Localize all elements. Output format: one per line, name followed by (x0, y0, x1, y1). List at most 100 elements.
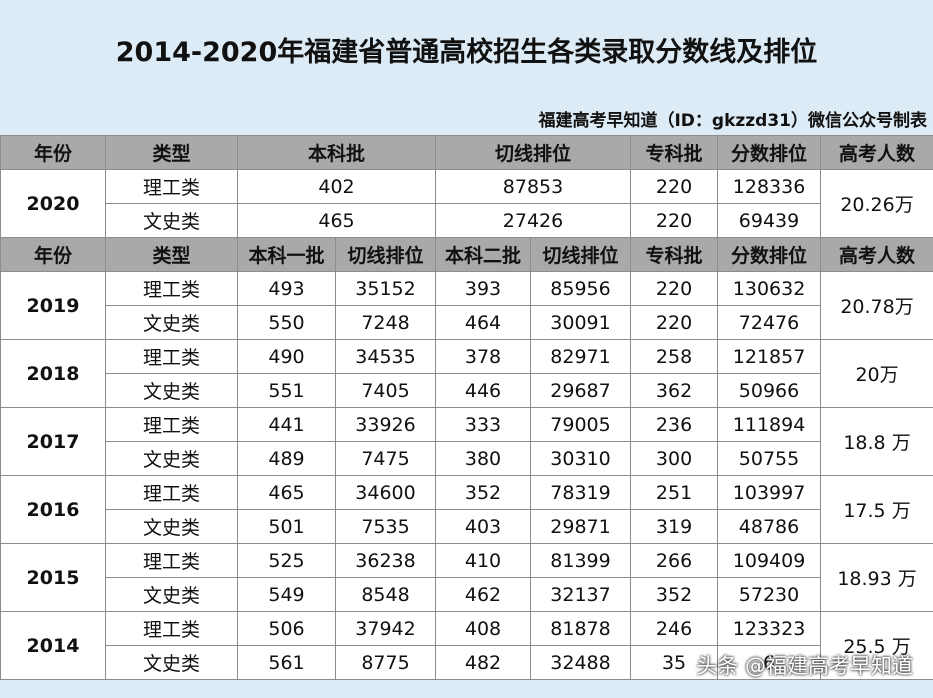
value-cell: 493 (237, 271, 336, 306)
value-cell: 220 (630, 305, 719, 340)
value-cell: 81399 (530, 543, 632, 578)
value-cell: 464 (435, 305, 532, 340)
table-row: 文史类 465 27426 220 69439 (1, 203, 933, 238)
year-cell: 2017 (0, 407, 106, 476)
value-cell: 109409 (717, 543, 822, 578)
type-cell: 文史类 (105, 305, 238, 340)
year-cell: 2019 (0, 271, 106, 340)
value-cell: 82971 (530, 339, 632, 374)
value-cell: 333 (435, 407, 532, 442)
type-cell: 文史类 (105, 509, 238, 544)
table-row: 2018 理工类 490 34535 378 82971 258 121857 20万 (0, 339, 933, 408)
value-cell: 50966 (717, 373, 822, 408)
value-cell: 6 (717, 645, 822, 680)
value-cell: 408 (435, 611, 532, 646)
table-row: 文史类 501 7535 403 29871 319 48786 (1, 509, 933, 544)
value-cell: 8775 (334, 645, 437, 680)
value-cell: 462 (435, 577, 532, 612)
value-cell: 489 (237, 441, 336, 476)
header-cell: 分数排位 (717, 237, 822, 272)
value-cell: 8548 (334, 577, 437, 612)
value-cell: 220 (630, 169, 719, 204)
table-row: 2014 理工类 506 37942 408 81878 246 123323 25.5 万 (0, 611, 933, 680)
table-row: 文史类 550 7248 464 30091 220 72476 (1, 305, 933, 340)
value-cell: 403 (435, 509, 532, 544)
value-cell: 79005 (530, 407, 632, 442)
value-cell: 236 (630, 407, 719, 442)
table-row: 年份 类型 本科一批 切线排位 本科二批 切线排位 专科批 分数排位 高考人数 (0, 237, 933, 272)
year-cell: 2015 (0, 543, 106, 612)
value-cell: 393 (435, 271, 532, 306)
year-cell: 2016 (0, 475, 106, 544)
header-cell: 切线排位 (530, 237, 632, 272)
value-cell: 465 (237, 475, 336, 510)
value-cell: 378 (435, 339, 532, 374)
type-cell: 理工类 (105, 339, 238, 374)
value-cell: 446 (435, 373, 532, 408)
value-cell: 35152 (334, 271, 437, 306)
total-cell: 20万 (820, 339, 933, 408)
year-cell: 2014 (0, 611, 106, 680)
value-cell: 128336 (717, 169, 822, 204)
value-cell: 501 (237, 509, 336, 544)
value-cell: 37942 (334, 611, 437, 646)
header-cell: 本科二批 (435, 237, 532, 272)
total-cell: 18.93 万 (820, 543, 933, 612)
header-cell: 年份 (0, 135, 106, 170)
value-cell: 48786 (717, 509, 822, 544)
value-cell: 81878 (530, 611, 632, 646)
value-cell: 7535 (334, 509, 437, 544)
value-cell: 69439 (717, 203, 822, 238)
value-cell: 30310 (530, 441, 632, 476)
value-cell: 352 (435, 475, 532, 510)
value-cell: 251 (630, 475, 719, 510)
watermark: 头条 @福建高考早知道 (696, 654, 913, 678)
value-cell: 550 (237, 305, 336, 340)
table-row: 2020 理工类 402 87853 220 128336 20.26万 (0, 169, 933, 238)
value-cell: 482 (435, 645, 532, 680)
value-cell: 85956 (530, 271, 632, 306)
value-cell: 32137 (530, 577, 632, 612)
value-cell: 506 (237, 611, 336, 646)
value-cell: 111894 (717, 407, 822, 442)
total-cell: 25.5 万 (820, 611, 933, 680)
value-cell: 7248 (334, 305, 437, 340)
table-row: 年份 类型 本科批 切线排位 专科批 分数排位 高考人数 (0, 135, 933, 170)
value-cell: 362 (630, 373, 719, 408)
value-cell: 220 (630, 271, 719, 306)
table-row: 文史类 549 8548 462 32137 352 57230 (1, 577, 933, 612)
header-cell: 本科批 (236, 135, 437, 170)
value-cell: 33926 (334, 407, 437, 442)
value-cell: 380 (435, 441, 532, 476)
value-cell: 34600 (334, 475, 437, 510)
value-cell: 35 (630, 645, 719, 680)
value-cell: 7405 (334, 373, 437, 408)
value-cell: 50755 (717, 441, 822, 476)
value-cell: 87853 (435, 169, 632, 204)
type-cell: 文史类 (105, 441, 238, 476)
value-cell: 266 (630, 543, 719, 578)
type-cell: 文史类 (105, 577, 238, 612)
value-cell: 549 (237, 577, 336, 612)
value-cell: 352 (630, 577, 719, 612)
value-cell: 525 (237, 543, 336, 578)
year-cell: 2020 (0, 169, 106, 238)
type-cell: 理工类 (105, 475, 238, 510)
total-cell: 18.8 万 (820, 407, 933, 476)
table-row: 2017 理工类 441 33926 333 79005 236 111894 18.8 万 (0, 407, 933, 476)
type-cell: 理工类 (105, 407, 238, 442)
table-row: 文史类 561 8775 482 32488 35 6 (1, 645, 933, 680)
type-cell: 文史类 (105, 645, 238, 680)
type-cell: 文史类 (105, 203, 238, 238)
total-cell: 17.5 万 (820, 475, 933, 544)
value-cell: 29871 (530, 509, 632, 544)
value-cell: 36238 (334, 543, 437, 578)
header-cell: 类型 (105, 237, 238, 272)
table-row: 2019 理工类 493 35152 393 85956 220 130632 20.78万 (0, 271, 933, 340)
value-cell: 130632 (717, 271, 822, 306)
value-cell: 319 (630, 509, 719, 544)
value-cell: 258 (630, 339, 719, 374)
type-cell: 理工类 (105, 169, 238, 204)
header-cell: 高考人数 (820, 237, 933, 272)
header-cell: 专科批 (630, 135, 719, 170)
